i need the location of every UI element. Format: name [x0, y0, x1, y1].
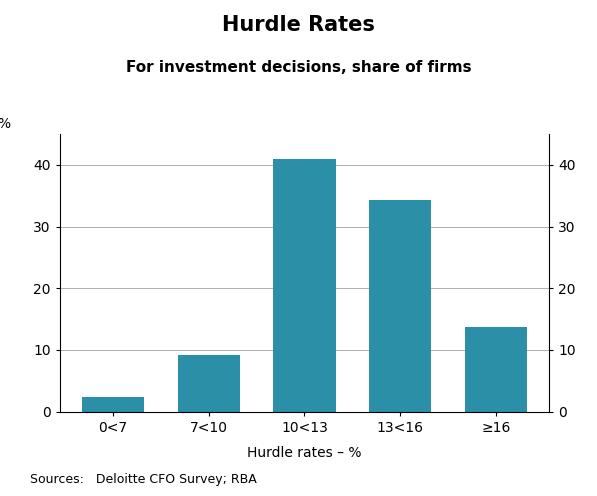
Bar	[178, 355, 240, 412]
Bar	[369, 200, 431, 412]
Text: %: %	[0, 117, 11, 131]
Text: For investment decisions, share of firms: For investment decisions, share of firms	[126, 60, 471, 74]
Text: Sources:   Deloitte CFO Survey; RBA: Sources: Deloitte CFO Survey; RBA	[30, 473, 257, 486]
Bar	[273, 159, 336, 412]
Text: Hurdle Rates: Hurdle Rates	[222, 15, 375, 35]
Bar	[82, 397, 144, 412]
X-axis label: Hurdle rates – %: Hurdle rates – %	[247, 446, 362, 460]
Bar	[465, 326, 527, 412]
